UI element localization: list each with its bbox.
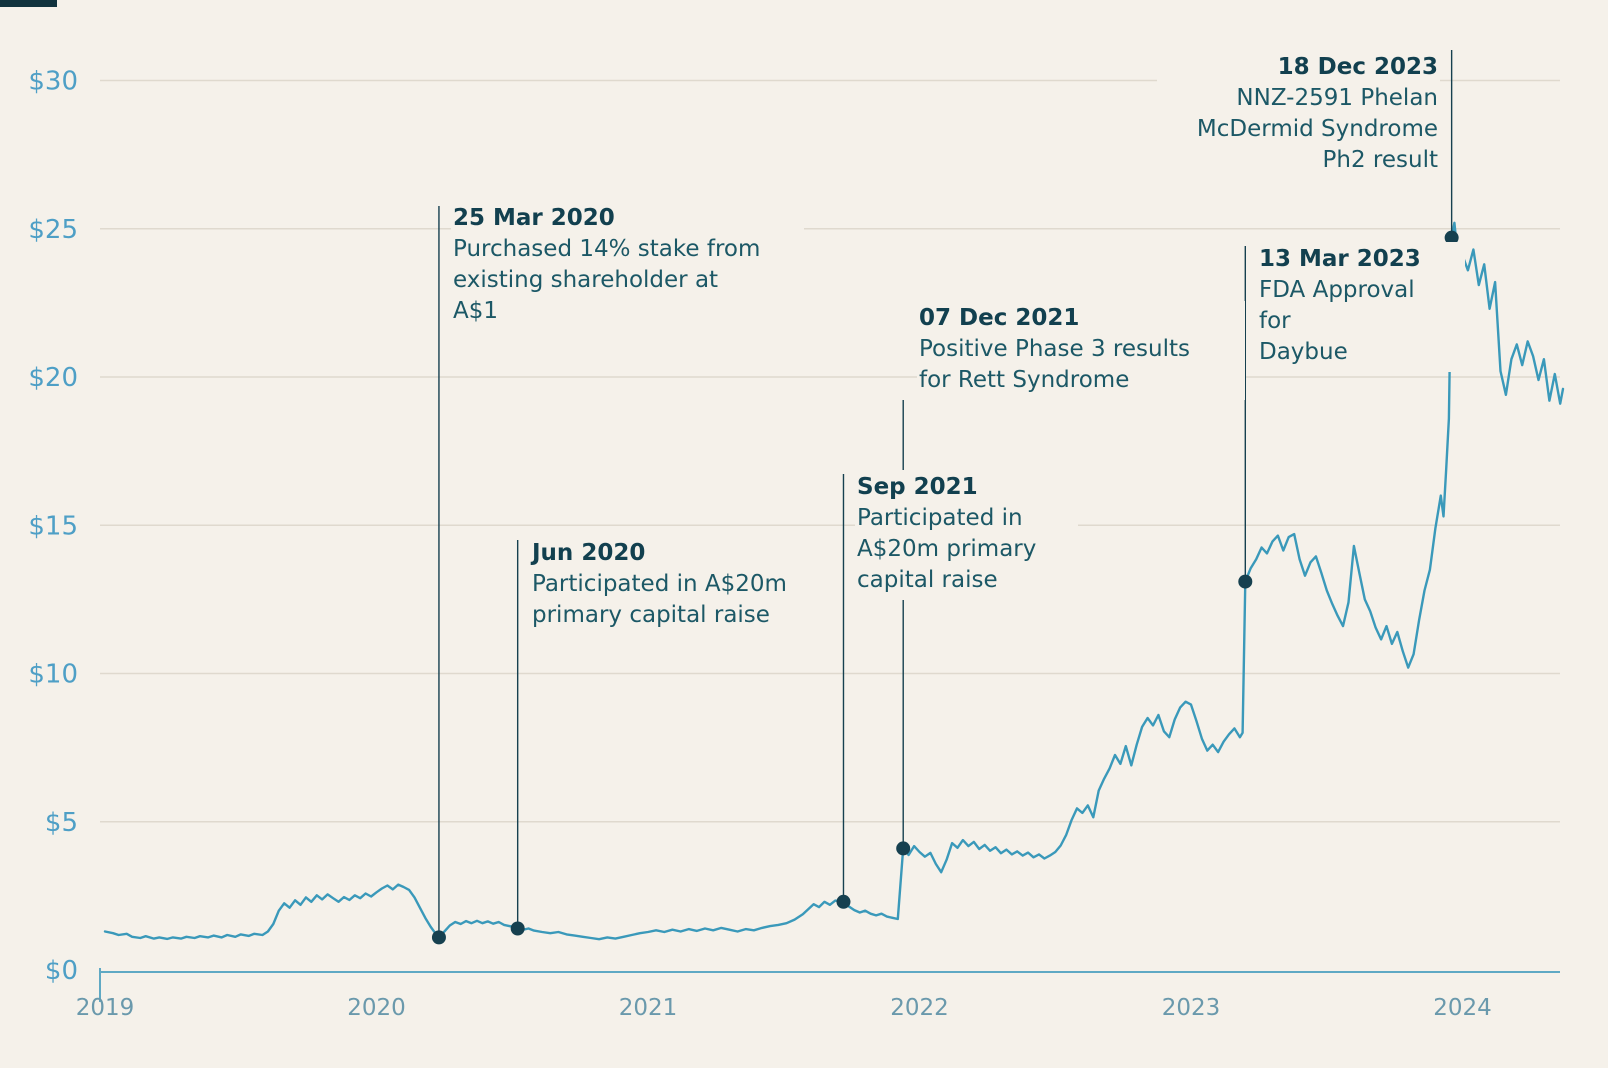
top-left-accent-bar <box>0 0 57 7</box>
y-tick-label: $30 <box>28 67 78 97</box>
annotation-text-line: Daybue <box>1259 339 1348 365</box>
annotation-phase3-results: 07 Dec 2021 Positive Phase 3 results for… <box>917 301 1245 400</box>
event-marker-dot <box>836 894 851 909</box>
annotation-stake-purchase: 25 Mar 2020 Purchased 14% stake from exi… <box>451 201 804 331</box>
y-tick-label: $0 <box>45 956 78 986</box>
event-marker-dot <box>431 930 446 945</box>
y-tick-label: $10 <box>28 660 78 690</box>
annotation-text-line: A$20m primary <box>857 536 1037 562</box>
annotation-date: 18 Dec 2023 <box>1277 54 1438 80</box>
y-tick-label: $20 <box>28 363 78 393</box>
x-tick-label: 2021 <box>619 995 678 1021</box>
event-marker-dot <box>896 841 911 856</box>
x-tick-label: 2023 <box>1162 995 1221 1021</box>
annotation-date: 25 Mar 2020 <box>453 205 615 231</box>
x-tick-label: 2019 <box>76 995 135 1021</box>
annotation-text-line: existing shareholder at <box>453 267 719 293</box>
annotation-text-line: for <box>1259 308 1291 334</box>
annotation-date: Sep 2021 <box>857 474 978 500</box>
annotation-text-line: Positive Phase 3 results <box>919 336 1190 362</box>
annotation-text-line: Participated in A$20m <box>532 571 787 597</box>
annotation-sep-2021-raise: Sep 2021 Participated in A$20m primary c… <box>855 470 1078 600</box>
annotation-text-line: A$1 <box>453 298 499 324</box>
x-tick-label: 2024 <box>1433 995 1492 1021</box>
annotation-text-line: McDermid Syndrome <box>1196 116 1438 142</box>
annotation-text-line: Participated in <box>857 505 1023 531</box>
event-marker-dot <box>1238 574 1253 589</box>
annotation-date: 07 Dec 2021 <box>919 305 1080 331</box>
event-marker-dot <box>1444 230 1459 245</box>
annotation-ph2-result: 18 Dec 2023 NNZ-2591 Phelan McDermid Syn… <box>1157 50 1440 180</box>
annotation-fda-approval: 13 Mar 2023 FDA Approval for Daybue <box>1257 242 1465 372</box>
y-tick-label: $25 <box>28 215 78 245</box>
event-marker-dot <box>510 921 525 936</box>
x-tick-label: 2022 <box>890 995 949 1021</box>
annotation-text-line: Ph2 result <box>1322 147 1438 173</box>
annotation-text-line: FDA Approval <box>1259 277 1415 303</box>
annotation-text-line: NNZ-2591 Phelan <box>1236 85 1438 111</box>
annotation-text-line: primary capital raise <box>532 602 770 628</box>
price-line-series <box>103 221 1565 941</box>
annotation-date: Jun 2020 <box>532 540 646 566</box>
annotation-jun-2020-raise: Jun 2020 Participated in A$20m primary c… <box>530 536 838 635</box>
y-tick-label: $15 <box>28 511 78 541</box>
annotation-text-line: Purchased 14% stake from <box>453 236 761 262</box>
x-tick-label: 2020 <box>347 995 406 1021</box>
annotation-text-line: for Rett Syndrome <box>919 367 1130 393</box>
annotation-date: 13 Mar 2023 <box>1259 246 1421 272</box>
annotation-text-line: capital raise <box>857 567 998 593</box>
y-tick-label: $5 <box>45 808 78 838</box>
